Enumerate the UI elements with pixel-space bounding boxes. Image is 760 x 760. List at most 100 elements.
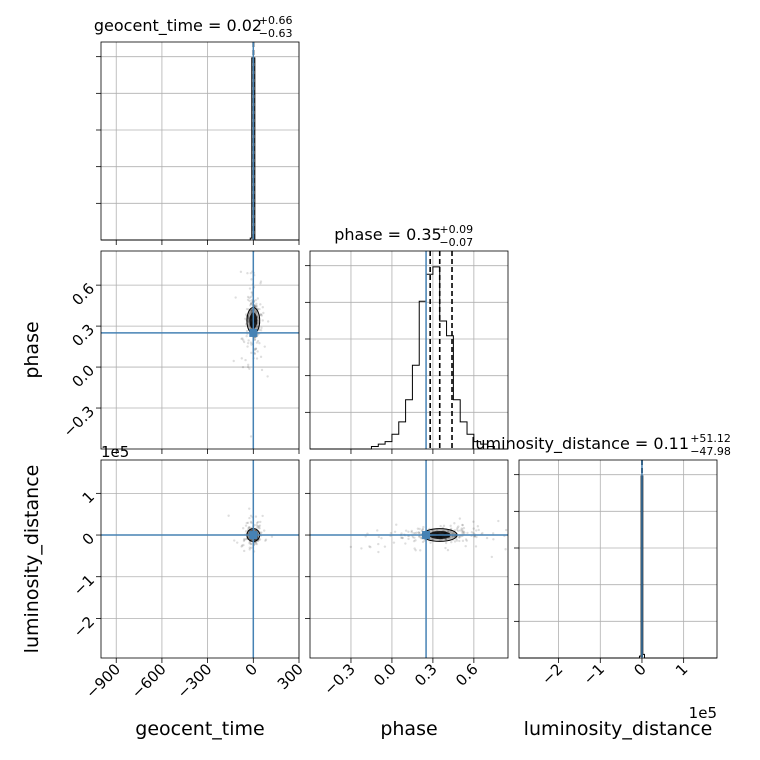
sample-point xyxy=(254,310,257,313)
y-tick-label: 0.0 xyxy=(68,361,98,391)
sample-point xyxy=(462,526,466,530)
sample-point xyxy=(404,542,407,545)
sample-point xyxy=(255,542,259,546)
sample-point xyxy=(462,530,465,533)
sample-point xyxy=(407,537,410,541)
sample-point xyxy=(249,302,253,306)
sample-point xyxy=(245,329,249,333)
sample-point xyxy=(256,350,259,353)
sample-point xyxy=(410,529,413,533)
sample-point xyxy=(439,524,442,528)
sample-point xyxy=(258,524,262,527)
sample-point xyxy=(415,531,418,534)
x-tick-label: 0.6 xyxy=(452,660,482,690)
sample-point xyxy=(255,325,259,329)
sample-point xyxy=(256,307,260,311)
sample-point xyxy=(259,282,262,285)
sample-point xyxy=(470,531,474,534)
sample-point xyxy=(453,532,456,535)
sample-point xyxy=(244,524,248,527)
sample-point xyxy=(240,545,243,548)
x-tick-label: −300 xyxy=(174,660,216,702)
x-axis-label-phase: phase xyxy=(380,718,437,740)
y-tick-label: 0.3 xyxy=(68,320,98,350)
sample-point xyxy=(249,435,253,438)
sample-point xyxy=(263,529,266,532)
sample-point xyxy=(435,529,439,532)
sample-point xyxy=(455,537,458,541)
y-tick-label: −0.3 xyxy=(60,402,98,440)
sample-point xyxy=(453,540,457,543)
sample-point xyxy=(472,531,475,535)
panel-frame-hist-phase xyxy=(309,250,509,450)
x-tick-label: −1 xyxy=(580,660,608,688)
sample-point xyxy=(492,538,495,541)
sample-point xyxy=(411,536,415,539)
sample-point xyxy=(243,538,246,542)
sample-point xyxy=(400,532,403,535)
sample-point xyxy=(256,297,260,300)
sample-point xyxy=(232,359,235,363)
sample-point xyxy=(242,549,246,553)
sample-point xyxy=(256,520,260,524)
sample-point xyxy=(247,339,250,342)
sample-point xyxy=(458,539,461,543)
panel-frame-panel-geocent_time-vs-luminosity_distance xyxy=(100,459,300,659)
sample-point xyxy=(421,528,424,532)
sample-point xyxy=(399,536,403,539)
sample-point xyxy=(261,306,265,309)
sample-point xyxy=(450,535,454,538)
sample-point xyxy=(261,514,264,518)
title-lower-error-geocent_time: −0.63 xyxy=(259,27,293,40)
sample-point xyxy=(258,307,261,311)
sample-point xyxy=(246,365,250,369)
sample-point xyxy=(446,529,450,532)
sample-point xyxy=(241,527,245,530)
sample-point xyxy=(244,313,248,316)
sample-point xyxy=(254,347,258,351)
sample-point xyxy=(414,532,417,535)
sample-point xyxy=(260,314,264,317)
sample-point xyxy=(236,541,239,544)
truth-marker xyxy=(422,531,431,540)
sample-point xyxy=(462,531,465,534)
sample-point xyxy=(266,320,270,323)
sample-point xyxy=(475,529,478,532)
sample-point xyxy=(404,529,408,532)
sample-point xyxy=(259,355,263,359)
title-phase: phase = 0.35 xyxy=(334,225,441,244)
sample-point xyxy=(240,357,243,360)
sample-point xyxy=(250,308,253,312)
sample-point xyxy=(461,528,464,531)
sample-point xyxy=(242,539,246,543)
sample-point xyxy=(369,545,372,549)
y-axis-label-phase: phase xyxy=(21,321,43,378)
sample-point xyxy=(472,527,475,530)
sample-point xyxy=(407,530,410,533)
sample-point xyxy=(264,538,268,541)
sample-point xyxy=(401,536,404,540)
sample-point xyxy=(525,545,527,547)
panel-frame-hist-geocent_time xyxy=(100,41,300,241)
sample-point xyxy=(255,326,258,329)
sample-point xyxy=(455,539,459,542)
sample-point xyxy=(259,520,262,524)
sample-point xyxy=(243,537,246,541)
sample-point xyxy=(262,311,265,315)
sample-point xyxy=(248,367,251,370)
sample-point xyxy=(256,319,260,323)
sample-point xyxy=(247,319,250,323)
sample-point xyxy=(249,520,253,524)
sample-point xyxy=(246,363,250,367)
sample-point xyxy=(395,523,398,526)
sample-point xyxy=(249,310,253,313)
sample-point xyxy=(440,538,443,541)
sample-point xyxy=(393,530,397,533)
sample-point xyxy=(248,526,251,529)
sample-point xyxy=(389,531,393,535)
sample-point xyxy=(246,295,250,299)
sample-point xyxy=(504,528,508,532)
sample-point xyxy=(504,548,507,551)
sample-point xyxy=(401,536,404,540)
